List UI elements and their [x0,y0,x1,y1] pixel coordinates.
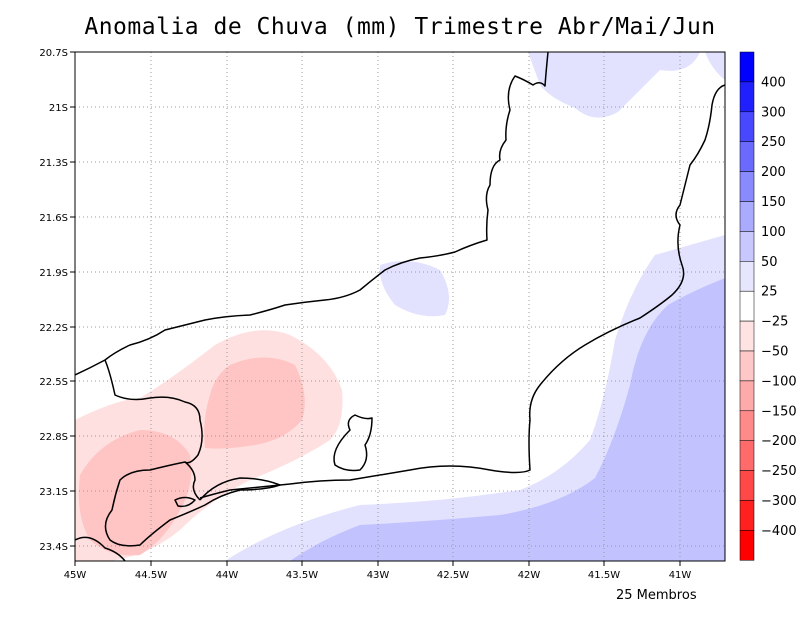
colorbar-swatch [739,500,755,531]
map-grid [75,52,725,561]
colorbar-swatch [739,290,755,322]
colorbar-swatch [739,51,755,83]
lat-label: 21S [49,103,68,114]
west-border [104,359,203,464]
colorbar-label: −100 [761,374,797,389]
colorbar-swatch [739,320,755,352]
lat-label: 20.7S [39,48,68,59]
lat-label: 22.2S [39,323,68,334]
colorbar-swatch [739,261,755,292]
lon-label: 44.5W [135,570,167,581]
colorbar-label: 400 [761,75,786,90]
contour-positive-50-100 [290,278,725,561]
lon-label: 42W [518,570,541,581]
colorbar-label: −400 [761,524,797,539]
lon-label: 43W [367,570,390,581]
colorbar-swatch [739,410,755,441]
colorbar-swatch [739,440,755,471]
colorbar: 400 300 250 200 150 100 50 25 −25 −50 −100 −150 −200… [739,51,797,561]
lat-label: 22.8S [39,432,68,443]
colorbar-swatch [739,470,755,501]
contour-positive-25-50 [379,261,449,317]
colorbar-label: 50 [761,255,778,270]
north-border [75,52,549,376]
anomaly-contours [75,52,725,561]
colorbar-swatch [739,201,755,232]
bay-outline [333,414,373,472]
colorbar-label: 150 [761,195,786,210]
colorbar-label: 25 [761,285,778,300]
lat-label: 21.6S [39,213,68,224]
colorbar-swatch [739,171,755,202]
latitude-labels: 20.7S 21S 21.3S 21.6S 21.9S 22.2S 22.5S … [39,48,68,553]
lon-label: 42.5W [437,570,469,581]
axis-ticks [70,51,681,566]
colorbar-label: −200 [761,434,797,449]
state-borders [75,52,725,561]
map-frame [74,51,726,562]
colorbar-label: 250 [761,135,786,150]
island [174,496,196,508]
members-note: 25 Membros [616,588,697,603]
colorbar-swatch [739,350,755,382]
colorbar-label: 200 [761,165,786,180]
colorbar-swatch [739,141,755,172]
colorbar-label: −300 [761,494,797,509]
colorbar-label: −25 [761,315,788,330]
lon-label: 41W [669,570,692,581]
coastline [199,84,725,499]
colorbar-swatch [739,81,755,113]
lon-label: 41.5W [588,570,620,581]
contour-positive-25-50 [528,52,700,118]
lon-label: 44W [216,570,239,581]
lon-label: 45W [64,570,87,581]
colorbar-label: −50 [761,345,788,360]
colorbar-label: −150 [761,404,797,419]
colorbar-label: 300 [761,105,786,120]
colorbar-swatch [739,231,755,262]
sepetiba-bay-outline [104,461,281,547]
lat-label: 23.4S [39,542,68,553]
lon-label: 43.5W [286,570,318,581]
colorbar-swatch [739,380,755,412]
lat-label: 21.3S [39,158,68,169]
southwest-border [75,536,126,561]
lat-label: 23.1S [39,487,68,498]
colorbar-label: −250 [761,464,797,479]
contour-positive-25-50 [705,52,725,80]
colorbar-swatch [739,530,755,561]
lat-label: 21.9S [39,268,68,279]
colorbar-label: 100 [761,225,786,240]
contour-negative-50-100 [78,430,192,556]
lat-label: 22.5S [39,377,68,388]
colorbar-swatch [739,111,755,142]
contour-negative-50-100 [204,357,305,449]
map-title: Anomalia de Chuva (mm) Trimestre Abr/Mai… [84,14,716,40]
longitude-labels: 45W 44.5W 44W 43.5W 43W 42.5W 42W 41.5W … [64,570,692,581]
